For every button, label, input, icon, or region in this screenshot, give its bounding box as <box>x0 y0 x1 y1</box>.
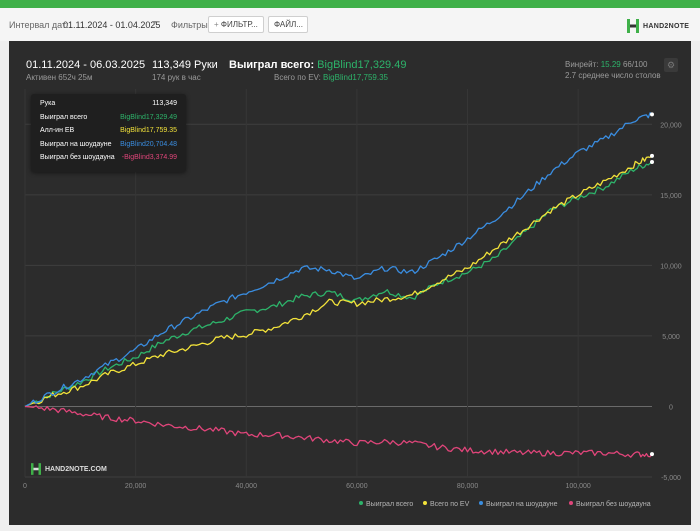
tooltip-row-label: Рука <box>40 100 56 107</box>
tooltip-row-label: Алл-ин EB <box>40 127 75 134</box>
legend-label: Выиграл без шоудауна <box>576 500 651 508</box>
top-accent-bar <box>0 0 700 8</box>
legend-label: Выиграл всего <box>366 501 413 508</box>
file-button-label: ФАЙЛ... <box>274 20 303 29</box>
x-tick-label: 40,000 <box>236 483 258 490</box>
filter-bar: Интервал дат: 01.11.2024 - 01.04.2025 ▼ … <box>0 8 700 41</box>
active-time-text: Активен 652ч 25м <box>26 73 93 82</box>
ev-total: Всего по EV: BigBlind17,759.35 <box>274 73 388 82</box>
winrate-value: 15.29 <box>600 60 621 69</box>
x-axis-ticks: 0 20,000 40,000 60,000 80,000 100,000 <box>23 483 591 490</box>
add-filter-button[interactable]: + ФИЛЬТР... <box>208 16 264 33</box>
tooltip-row-value: BigBlind20,704.48 <box>120 140 177 148</box>
chart-legend: Выиграл всего Всего по EV Выиграл на шоуда… <box>359 500 651 508</box>
logo-text: HAND2NOTE <box>643 22 690 30</box>
period-text: 01.11.2024 - 06.03.2025 <box>26 59 146 71</box>
y-tick-label: -5,000 <box>661 475 681 482</box>
file-button[interactable]: ФАЙЛ... <box>268 16 308 33</box>
x-tick-label: 80,000 <box>457 483 479 490</box>
date-interval-label: Интервал дат: <box>9 20 69 30</box>
series-line <box>24 405 653 458</box>
line-chart: 0 20,000 40,000 60,000 80,000 100,000 -5,000 0… <box>23 89 682 508</box>
tooltip-row: Выиграл без шоудауна -BigBlind3,374.99 <box>40 154 177 166</box>
legend-label: Выиграл на шоудауне <box>486 501 558 508</box>
legend-marker <box>359 501 363 505</box>
chart-series <box>24 112 654 458</box>
series-end-point <box>650 153 654 158</box>
y-tick-label: 0 <box>669 404 673 411</box>
legend-marker <box>479 501 483 505</box>
won-total: Выиграл всего: BigBlind17,329.49 <box>229 59 406 71</box>
tooltip-row-label: Выиграл без шоудауна <box>40 154 115 161</box>
winrate: Винрейт: 15.29 66/100 <box>565 60 647 69</box>
x-tick-label: 0 <box>23 483 27 490</box>
tooltip-row: Выиграл на шоудауне BigBlind20,704.48 <box>40 141 177 153</box>
series-line <box>24 155 653 408</box>
settings-gear-icon[interactable]: ⚙ <box>664 58 678 72</box>
hover-tooltip: Рука 113,349 Выиграл всего BigBlind17,329.4… <box>31 94 186 172</box>
series-end-point <box>650 159 654 164</box>
y-axis-ticks: -5,000 0 5,000 10,000 15,000 20,000 <box>660 122 682 482</box>
tooltip-row-value: 113,349 <box>152 100 177 107</box>
legend-label: Всего по EV <box>430 501 470 508</box>
tooltip-row: Рука 113,349 <box>40 100 177 112</box>
y-tick-label: 10,000 <box>660 263 682 270</box>
ev-total-label: Всего по EV: <box>274 73 321 82</box>
series-line <box>24 112 653 408</box>
hands-count: 113,349 Руки <box>152 59 218 71</box>
ev-total-value: BigBlind17,759.35 <box>323 73 388 82</box>
tooltip-row-label: Выиграл на шоудауне <box>40 140 112 148</box>
winrate-label: Винрейт: <box>565 60 599 69</box>
watermark: HAND2NOTE.COM <box>31 463 107 475</box>
avg-tables: 2.7 среднее число столов <box>565 71 661 80</box>
won-total-label: Выиграл всего: <box>229 59 315 71</box>
series-end-point <box>650 452 654 457</box>
x-tick-label: 20,000 <box>125 483 147 490</box>
tooltip-row-label: Выиграл всего <box>40 113 88 121</box>
tooltip-row: Выиграл всего BigBlind17,329.49 <box>40 114 177 126</box>
tooltip-row: Алл-ин EB BigBlind17,759.35 <box>40 127 177 139</box>
tooltip-row-value: BigBlind17,759.35 <box>120 127 177 134</box>
filters-label: Фильтры: <box>171 20 211 30</box>
series-line <box>24 161 653 408</box>
chevron-down-icon[interactable]: ▼ <box>151 20 158 27</box>
won-total-value: BigBlind17,329.49 <box>317 59 407 71</box>
legend-marker <box>569 501 573 505</box>
plus-icon: + <box>214 20 219 29</box>
x-tick-label: 60,000 <box>346 483 368 490</box>
app-logo: HAND2NOTE <box>627 18 689 34</box>
tooltip-row-value: -BigBlind3,374.99 <box>121 154 177 161</box>
date-range-select[interactable]: 01.11.2024 - 01.04.2025 <box>63 20 161 30</box>
add-filter-button-label: ФИЛЬТР... <box>220 20 258 29</box>
y-tick-label: 20,000 <box>660 122 682 129</box>
graph-panel: 01.11.2024 - 06.03.2025 Активен 652ч 25м… <box>9 41 691 525</box>
y-tick-label: 5,000 <box>662 334 680 341</box>
x-tick-label: 100,000 <box>566 483 591 490</box>
winrate-extra: 66/100 <box>622 60 648 69</box>
watermark-text: HAND2NOTE.COM <box>45 465 107 473</box>
y-tick-label: 15,000 <box>660 193 682 200</box>
logo-mark-icon <box>627 19 639 33</box>
series-end-point <box>650 112 654 117</box>
watermark-logo-icon <box>31 463 41 475</box>
hands-per-hour: 174 рук в час <box>152 73 201 82</box>
legend-marker <box>423 501 427 505</box>
tooltip-row-value: BigBlind17,329.49 <box>120 113 177 121</box>
